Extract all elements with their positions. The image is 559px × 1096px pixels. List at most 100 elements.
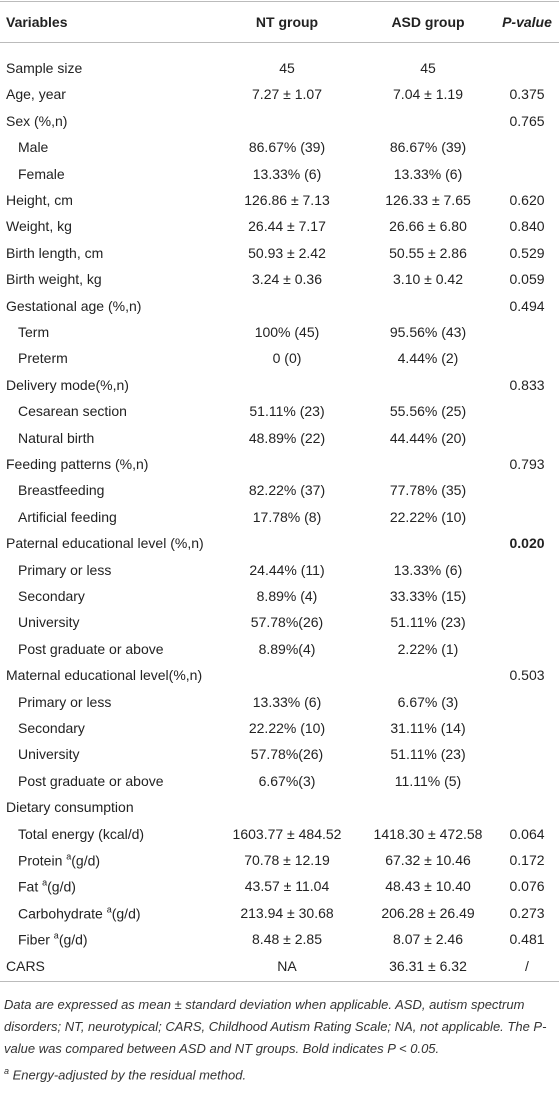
label-text: Male <box>18 139 49 156</box>
row-label: Preterm <box>18 350 68 366</box>
label-text: Gestational age (%,n) <box>6 297 142 314</box>
nt-value: NA <box>277 957 297 974</box>
nt-value: 1603.77 ± 484.52 <box>232 825 342 842</box>
label-text: Birth length, cm <box>6 244 104 261</box>
asd-value: 55.56% (25) <box>389 403 467 420</box>
label-rest: (g/d) <box>71 852 101 869</box>
header-cell: Variables <box>6 14 68 30</box>
asd-value: 48.43 ± 10.40 <box>385 878 471 895</box>
nt-value: 100% (45) <box>254 324 320 340</box>
p-value: 0.529 <box>509 244 545 261</box>
row-label: Fiber a(g/d) <box>18 931 88 948</box>
nt-value: 213.94 ± 30.68 <box>240 904 334 921</box>
row-label: Primary or less <box>18 694 111 710</box>
p-value: 0.020 <box>509 535 545 552</box>
p-value: 0.059 <box>509 271 545 288</box>
asd-value: 13.33% (6) <box>393 561 463 578</box>
asd-value: 7.04 ± 1.19 <box>393 86 463 103</box>
asd-value: 8.07 ± 2.46 <box>393 931 463 948</box>
label-text: Primary or less <box>18 561 112 578</box>
nt-value: 13.33% (6) <box>252 693 322 710</box>
row-label: Weight, kg <box>6 218 72 234</box>
nt-value: 6.67%(3) <box>258 772 316 789</box>
asd-value: 3.10 ± 0.42 <box>393 271 463 288</box>
row-label: Protein a(g/d) <box>18 852 100 869</box>
footnote-text: Data are expressed as mean ± standard de… <box>4 997 547 1056</box>
header-cell: ASD group <box>391 14 465 30</box>
row-label: Sample size <box>6 60 82 76</box>
label-sup: a <box>106 904 112 915</box>
nt-value: 26.44 ± 7.17 <box>248 218 326 235</box>
label-text: Dietary consumption <box>6 799 134 816</box>
nt-value: 8.89%(4) <box>258 640 316 657</box>
asd-value: 33.33% (15) <box>389 588 467 604</box>
asd-value: 4.44% (2) <box>397 350 459 367</box>
asd-value: 50.55 ± 2.86 <box>389 244 467 261</box>
label-text: Natural birth <box>18 429 95 446</box>
label-text: Paternal educational level (%,n) <box>6 535 204 552</box>
p-value: 0.840 <box>509 218 545 235</box>
p-value: 0.273 <box>509 904 545 921</box>
rule <box>0 981 559 982</box>
row-label: Height, cm <box>6 192 73 208</box>
nt-value: 43.57 ± 11.04 <box>244 878 330 895</box>
row-label: Maternal educational level(%,n) <box>6 667 202 683</box>
nt-value: 50.93 ± 2.42 <box>248 244 326 261</box>
nt-value: 22.22% (10) <box>248 720 326 736</box>
row-label: Secondary <box>18 720 85 736</box>
asd-value: 2.22% (1) <box>397 640 459 657</box>
label-text: Artificial feeding <box>18 508 117 525</box>
p-value: / <box>525 957 529 974</box>
label-text: Term <box>18 324 50 340</box>
label-sup: a <box>42 878 48 889</box>
row-label: Gestational age (%,n) <box>6 298 141 314</box>
p-value: 0.064 <box>509 825 545 842</box>
row-label: Delivery mode(%,n) <box>6 377 129 393</box>
asd-value: 67.32 ± 10.46 <box>385 852 471 868</box>
nt-value: 51.11% (23) <box>249 403 325 420</box>
row-label: Breastfeeding <box>18 482 104 498</box>
label-text: Breastfeeding <box>18 482 105 499</box>
p-value: 0.793 <box>509 456 545 472</box>
nt-value: 57.78%(26) <box>250 614 324 631</box>
p-value: 0.765 <box>509 112 545 129</box>
label-text: Secondary <box>18 720 85 736</box>
asd-value: 77.78% (35) <box>389 482 467 499</box>
row-label: Fat a(g/d) <box>18 878 76 895</box>
header-cell: NT group <box>255 14 319 30</box>
row-label: Feeding patterns (%,n) <box>6 456 148 472</box>
nt-value: 45 <box>279 60 295 76</box>
p-value: 0.375 <box>509 86 545 103</box>
label-text: Delivery mode(%,n) <box>6 376 129 393</box>
asd-value: 31.11% (14) <box>390 720 466 736</box>
row-label: Cesarean section <box>18 403 127 419</box>
nt-value: 7.27 ± 1.07 <box>252 86 322 103</box>
label-text: Preterm <box>18 350 68 367</box>
row-label: Paternal educational level (%,n) <box>6 535 204 551</box>
label-text: Carbohydrate <box>18 905 107 922</box>
row-label: Age, year <box>6 86 66 102</box>
footnote-note-text: Energy-adjusted by the residual method. <box>12 1067 247 1083</box>
label-text: Sample size <box>6 60 83 76</box>
label-text: Age, year <box>6 86 66 103</box>
row-label: University <box>18 746 79 762</box>
nt-value: 70.78 ± 12.19 <box>244 852 330 868</box>
nt-value: 8.48 ± 2.85 <box>252 931 322 948</box>
p-value: 0.620 <box>509 192 545 208</box>
label-rest: (g/d) <box>111 905 141 922</box>
label-text: Feeding patterns (%,n) <box>6 456 149 472</box>
nt-value: 3.24 ± 0.36 <box>252 271 322 288</box>
row-label: Term <box>18 324 49 340</box>
label-text: University <box>18 746 80 763</box>
asd-value: 86.67% (39) <box>389 139 467 156</box>
asd-value: 95.56% (43) <box>389 324 467 340</box>
row-label: Secondary <box>18 588 85 604</box>
label-text: Fat <box>18 878 43 895</box>
row-label: Dietary consumption <box>6 799 134 815</box>
asd-value: 22.22% (10) <box>389 508 467 525</box>
row-label: Male <box>18 139 48 155</box>
label-text: Female <box>18 165 65 182</box>
label-text: University <box>18 614 80 631</box>
asd-value: 44.44% (20) <box>389 429 467 446</box>
row-label: Female <box>18 166 65 182</box>
